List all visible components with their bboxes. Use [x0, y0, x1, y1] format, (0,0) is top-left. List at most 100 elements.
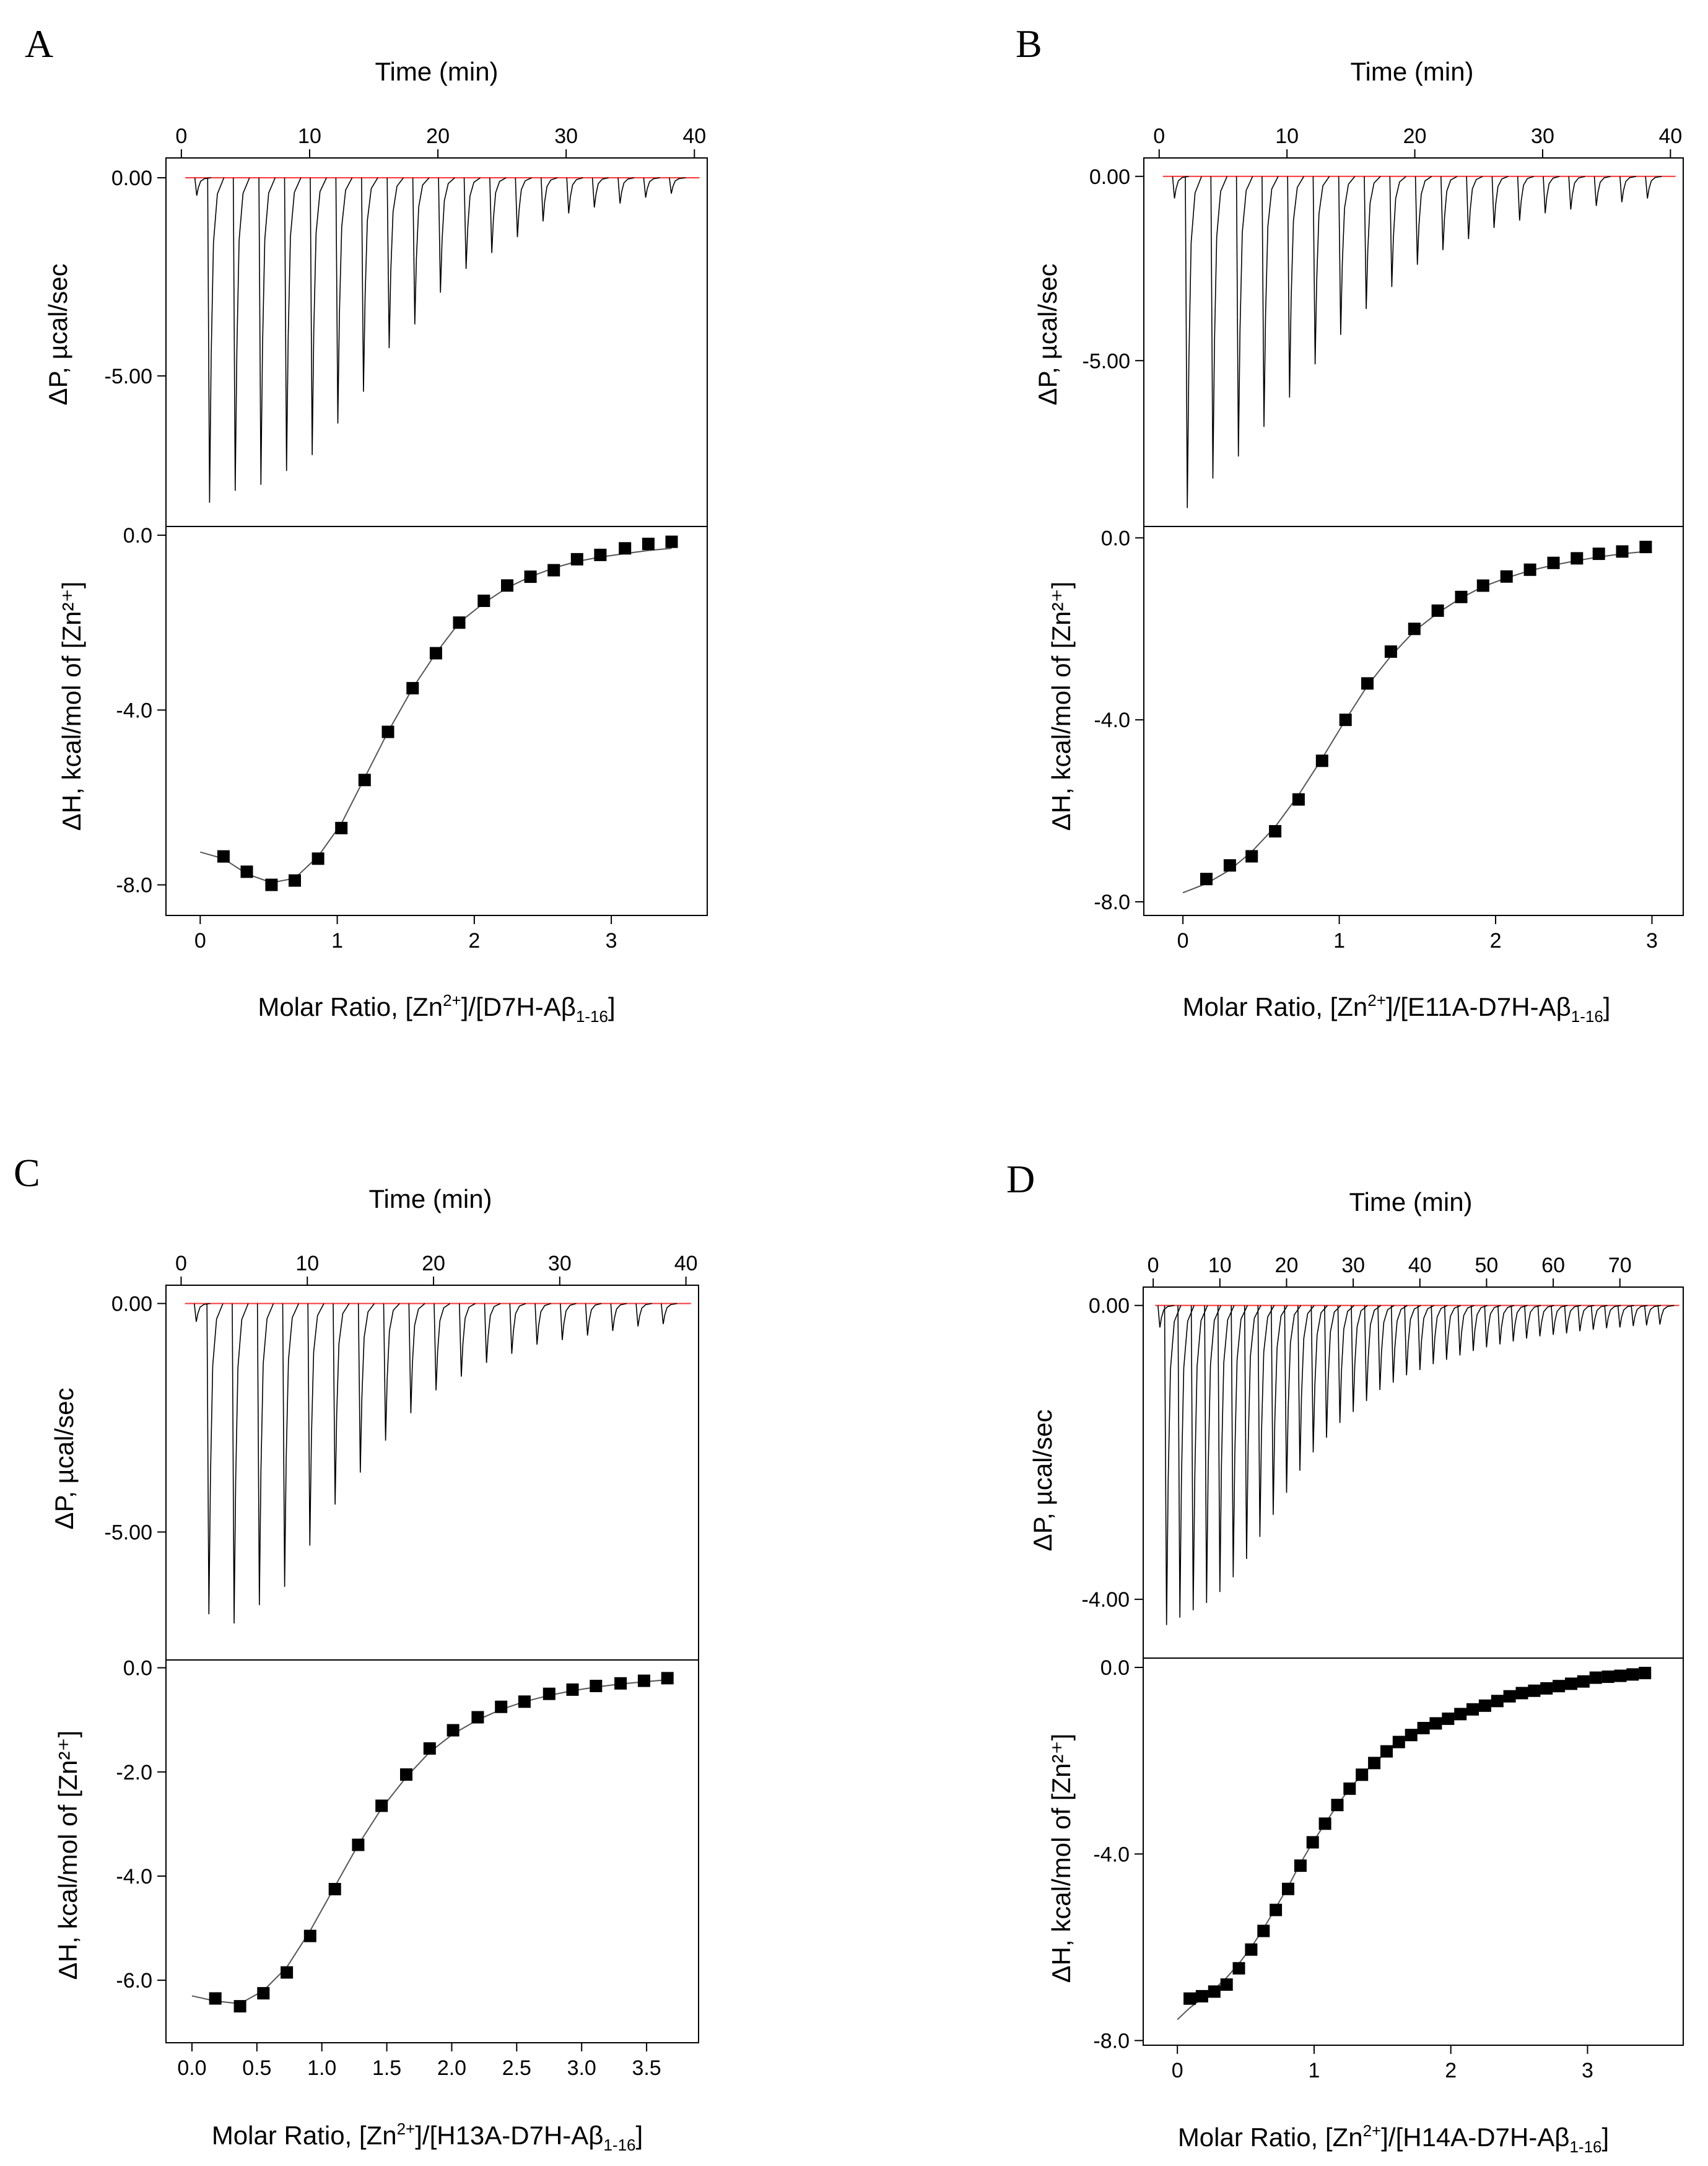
injection-peak [1657, 1304, 1675, 1325]
y-tick-label: -4.0 [1093, 1843, 1130, 1866]
x-tick-label: 30 [554, 124, 578, 148]
data-point [1540, 1682, 1553, 1695]
injection-peak [1619, 176, 1637, 203]
molar-ratio-axis-title: Molar Ratio, [Zn2+]/[H14A-D7H-Aβ1-16] [1178, 2121, 1609, 2156]
injection-peak [1287, 176, 1304, 398]
data-point [1547, 556, 1560, 569]
injection-peak [1564, 1304, 1581, 1334]
data-point [665, 535, 678, 548]
data-point [1223, 859, 1236, 872]
dp-axis-title: ΔP, µcal/sec [43, 264, 72, 406]
data-point [590, 1680, 603, 1692]
injection-peak [1337, 1305, 1355, 1423]
data-point [1491, 1695, 1504, 1708]
injection-peak [591, 177, 609, 208]
y-tick-label: -5.00 [1083, 349, 1131, 373]
data-point [352, 1838, 365, 1851]
x-tick-label: 2 [1490, 929, 1502, 953]
injection-peak [1284, 1305, 1302, 1493]
data-point [566, 1683, 579, 1696]
injection-peak [1577, 1304, 1595, 1332]
y-tick-label: -4.0 [1094, 709, 1130, 732]
injection-peak [310, 177, 327, 455]
data-point [1392, 1736, 1405, 1749]
injection-peak [1517, 176, 1535, 221]
y-tick-label: 0.0 [1101, 526, 1130, 550]
x-tick-label: 20 [422, 1252, 445, 1275]
injection-peak [1377, 1305, 1395, 1391]
thermogram-plot: 0 10 20 30 40 50 60 70 0.00 -4.00 [1082, 1254, 1684, 1659]
data-point [1442, 1712, 1455, 1725]
y-tick-label: -4.0 [116, 699, 152, 722]
injection-peak [489, 177, 507, 253]
dh-axis-title: ΔH, kcal/mol of [Zn²⁺] [1047, 1734, 1076, 1983]
data-point [518, 1695, 531, 1708]
data-point [1208, 1985, 1221, 1998]
injection-peak [207, 177, 225, 503]
x-tick-label: 20 [1403, 124, 1427, 148]
data-point [1306, 1836, 1319, 1849]
x-tick-label: 0 [1153, 124, 1165, 148]
x-tick-label: 1.0 [307, 2056, 336, 2080]
x-tick-label: 1.5 [372, 2056, 401, 2080]
time-axis-title: Time (min) [1350, 57, 1473, 86]
x-tick-label: 20 [1275, 1254, 1299, 1277]
x-tick-label: 10 [1275, 124, 1299, 148]
injection-peak [1537, 1304, 1554, 1337]
injection-peak [1617, 1304, 1634, 1328]
injection-peak [1593, 176, 1611, 206]
data-point [358, 774, 371, 787]
data-point [335, 821, 348, 834]
data-point [471, 1711, 484, 1724]
injection-peak [1172, 176, 1189, 199]
data-point [1429, 1717, 1442, 1730]
x-tick-label: 3.5 [632, 2056, 661, 2080]
data-point [1245, 850, 1258, 863]
injection-peak [1491, 176, 1509, 229]
injection-peak [1338, 176, 1356, 335]
injection-peak [1235, 176, 1253, 457]
injection-peak [412, 177, 430, 325]
injection-peak [617, 177, 635, 204]
dp-axis-title: ΔP, µcal/sec [50, 1388, 79, 1530]
x-tick-label: 3 [1646, 929, 1658, 953]
injection-peak [282, 1303, 300, 1587]
x-tick-label: 10 [298, 124, 321, 148]
data-point [1601, 1670, 1614, 1683]
binding-isotherm-plot: 0 1 2 3 0.0 -4.0 -8.0 [1093, 1656, 1684, 2082]
plot-frame [165, 1659, 699, 2043]
data-point [1384, 645, 1397, 658]
data-point [406, 682, 419, 695]
injection-peak [1185, 176, 1202, 509]
x-tick-label: 0.0 [177, 2056, 206, 2080]
data-point [1515, 1687, 1528, 1700]
dp-axis-title: ΔP, µcal/sec [1028, 1410, 1057, 1552]
x-tick-label: 0 [1148, 1254, 1159, 1277]
injection-peak [1389, 176, 1406, 287]
data-point [642, 538, 655, 551]
x-tick-label: 40 [1408, 1254, 1432, 1277]
data-point [1565, 1677, 1577, 1690]
data-point [637, 1674, 650, 1687]
injection-peak [1414, 176, 1432, 265]
x-tick-label: 70 [1608, 1254, 1632, 1277]
data-point [1408, 622, 1421, 635]
injection-peak [1457, 1304, 1475, 1356]
data-point [375, 1799, 388, 1812]
injection-peak [1644, 1304, 1661, 1325]
injection-peak [635, 1303, 653, 1327]
data-point [1553, 1680, 1566, 1693]
x-tick-label: 2 [1445, 2059, 1457, 2082]
injection-peak [1390, 1305, 1408, 1383]
data-point [1245, 1943, 1258, 1956]
injection-peak [1310, 1305, 1328, 1452]
x-tick-label: 2.5 [502, 2056, 531, 2080]
data-point [281, 1966, 294, 1979]
y-tick-label: 0.00 [111, 167, 152, 190]
y-tick-label: -4.00 [1082, 1588, 1130, 1612]
injection-peak [534, 1303, 552, 1345]
injection-peak [1312, 176, 1330, 365]
y-tick-label: -8.0 [1093, 2029, 1130, 2053]
injection-peak [541, 177, 558, 222]
